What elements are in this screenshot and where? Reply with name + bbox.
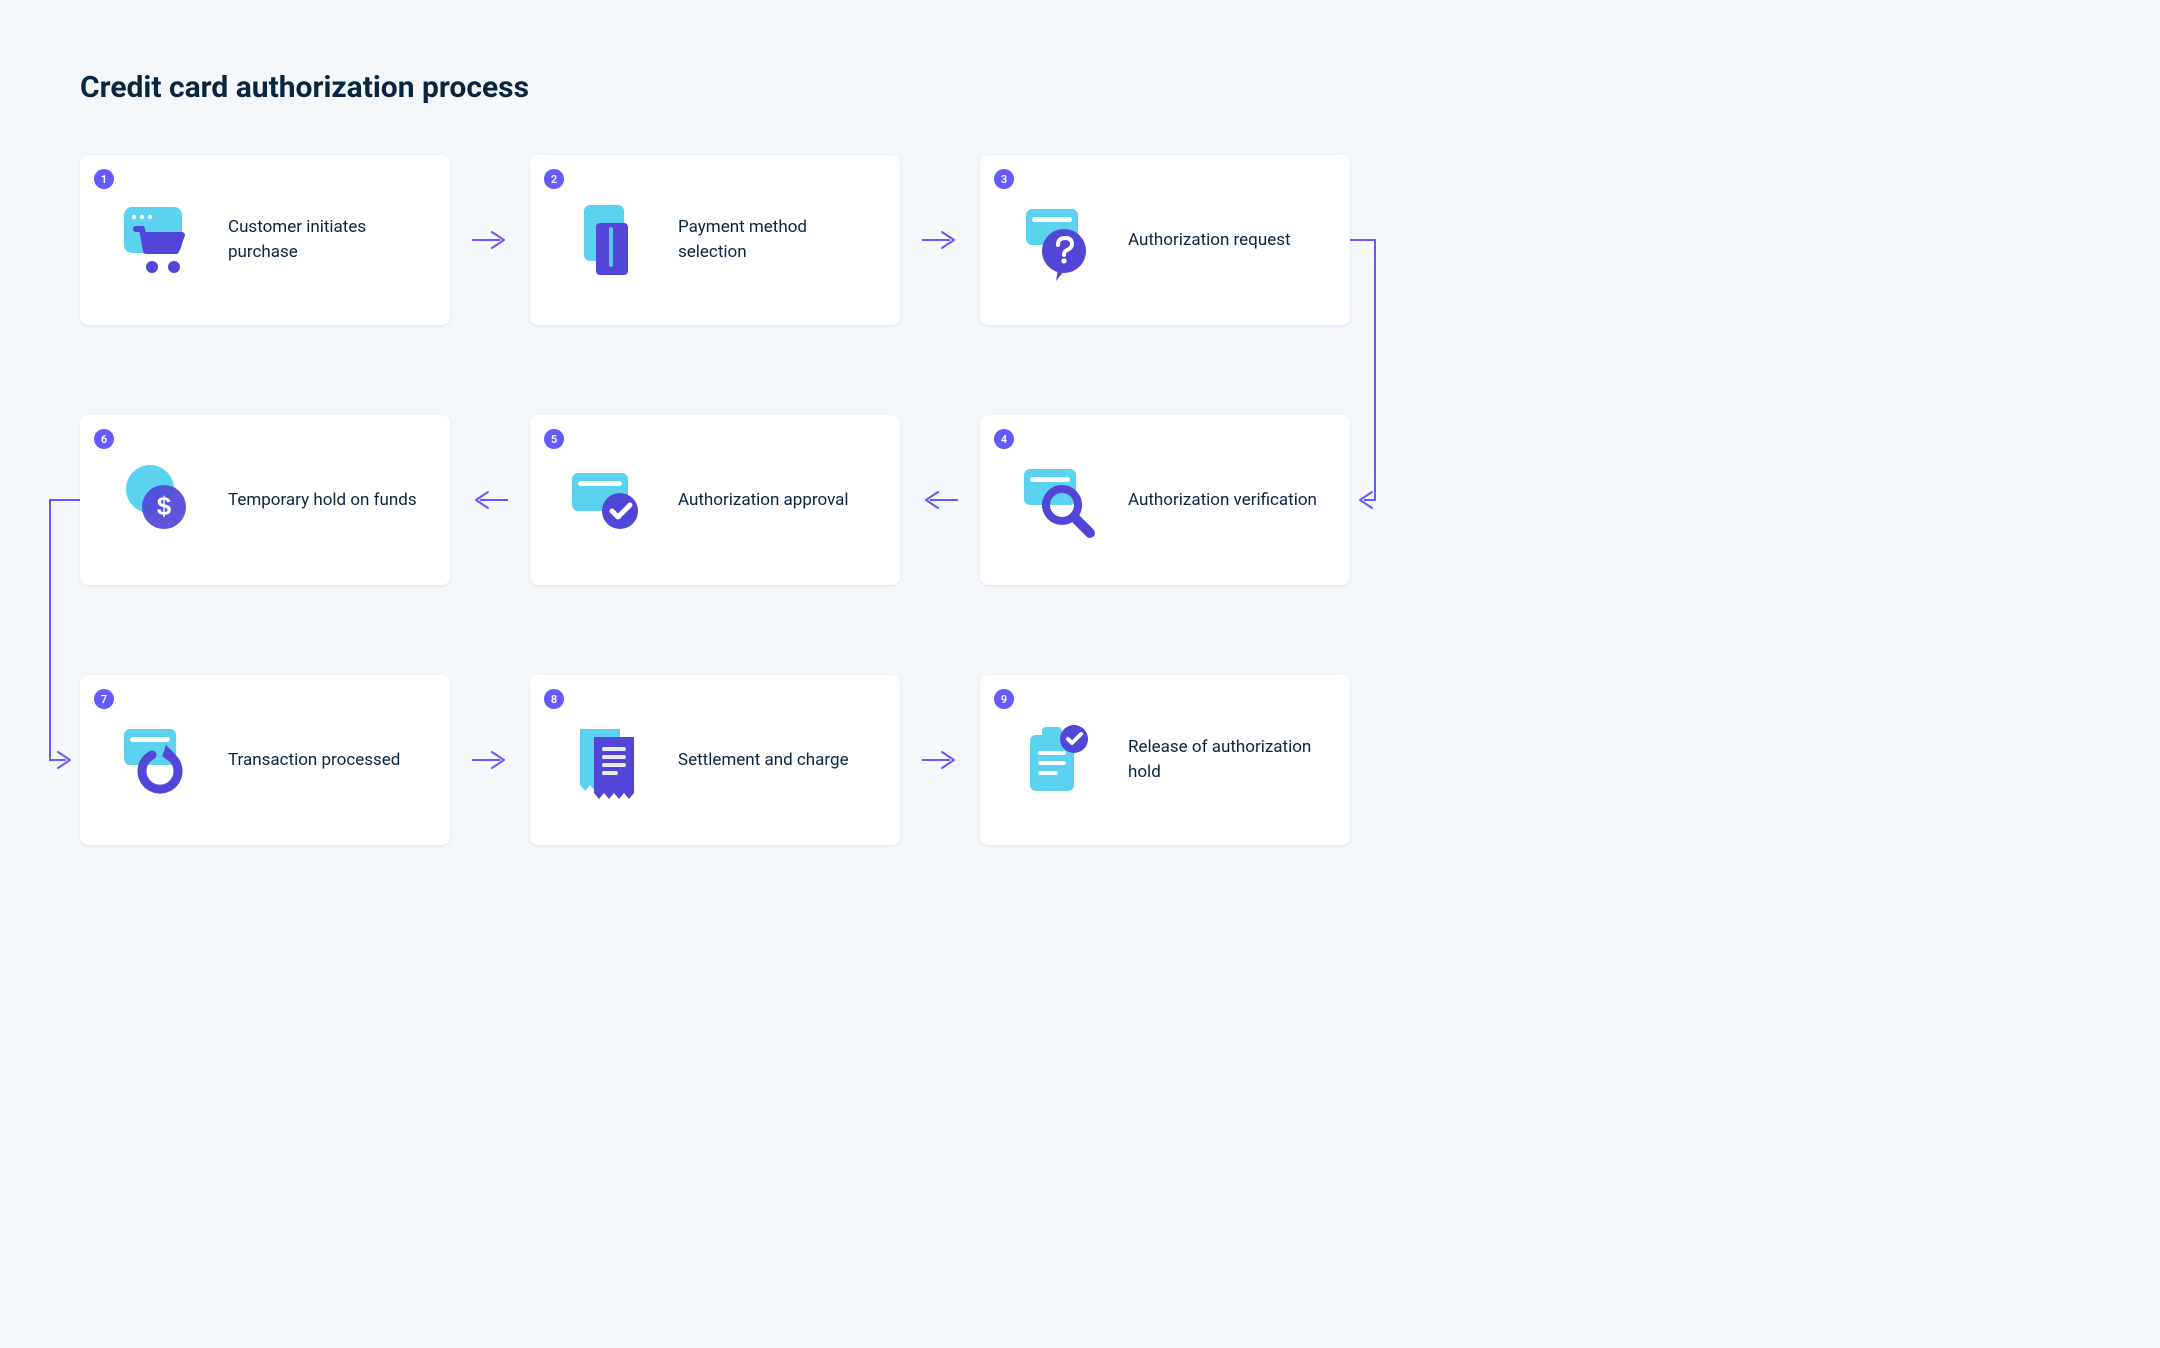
step-number-badge: 7	[94, 689, 114, 709]
connector-left	[50, 155, 90, 780]
step-label: Settlement and charge	[678, 748, 849, 773]
arrow-right-icon	[470, 748, 510, 772]
process-step-card: 8 Settlement and charge	[530, 675, 900, 845]
process-step-card: 9 Release of authorization hold	[980, 675, 1350, 845]
receipt-icon	[562, 715, 652, 805]
process-diagram: 1 Customer initiates purchase2 Payment m…	[80, 155, 2080, 875]
page-title: Credit card authorization process	[80, 70, 2080, 105]
step-label: Transaction processed	[228, 748, 400, 773]
connector-right	[80, 155, 1395, 520]
step-number-badge: 8	[544, 689, 564, 709]
step-number-badge: 9	[994, 689, 1014, 709]
arrow-right-icon	[920, 748, 960, 772]
card-refresh-icon	[112, 715, 202, 805]
step-label: Release of authorization hold	[1128, 735, 1322, 784]
process-step-card: 7 Transaction processed	[80, 675, 450, 845]
doc-check-icon	[1012, 715, 1102, 805]
